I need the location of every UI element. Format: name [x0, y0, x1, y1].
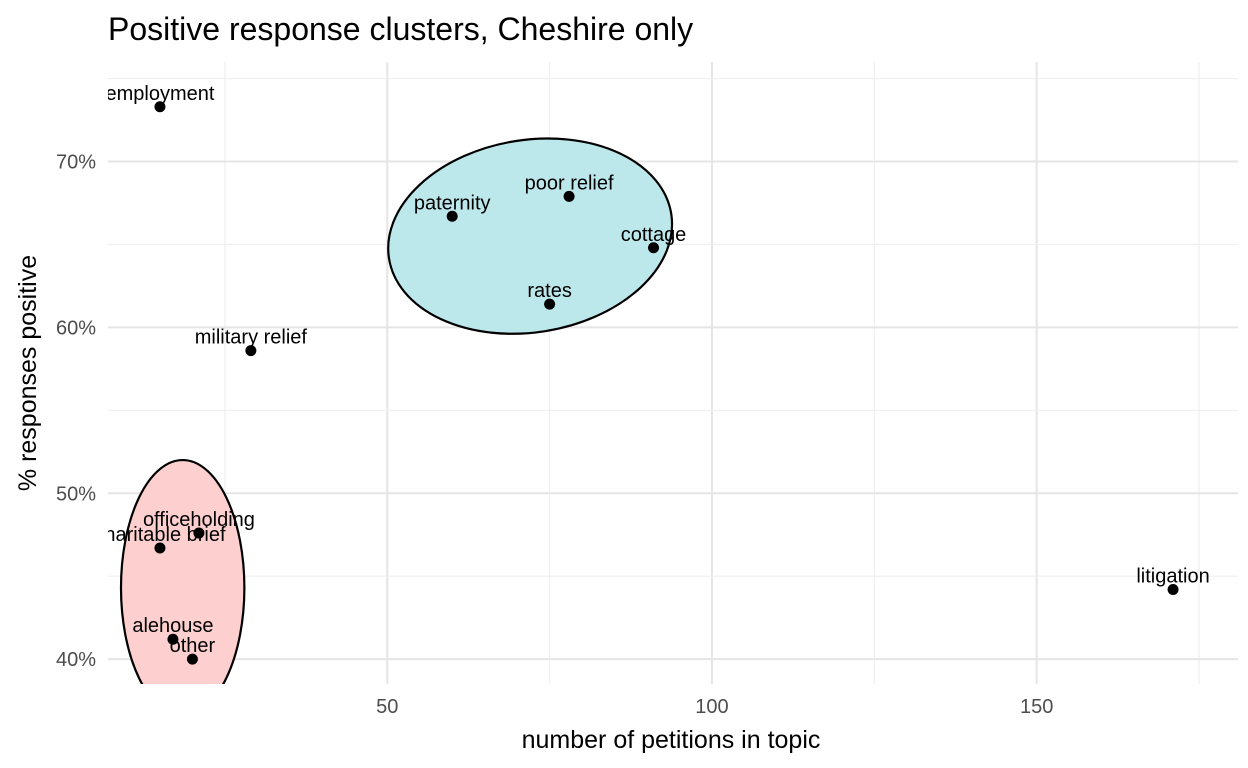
data-points [154, 101, 1179, 665]
point-label-military-relief: military relief [195, 327, 308, 349]
x-axis-ticks: 50 100 150 [376, 696, 1053, 718]
point-labels: employment military relief paternity poor r… [94, 83, 1210, 657]
x-axis-title: number of petitions in topic [522, 726, 821, 754]
cluster-ellipse-1 [387, 137, 674, 335]
data-point-rates [544, 298, 556, 310]
data-point-litigation [1167, 583, 1179, 595]
data-point-cottage [648, 242, 660, 254]
point-label-cottage: cottage [621, 224, 687, 246]
point-label-poor-relief: poor relief [525, 172, 614, 194]
cluster-ellipses [119, 137, 674, 684]
point-label-alehouse: alehouse [132, 615, 213, 637]
point-label-other: other [170, 635, 216, 657]
y-axis-title: % responses positive [14, 255, 42, 491]
y-tick-label: 70% [56, 152, 96, 174]
data-point-officeholding [193, 527, 205, 539]
chart-title: Positive response clusters, Cheshire onl… [108, 11, 693, 47]
data-point-poor-relief [563, 190, 575, 202]
y-tick-label: 60% [56, 317, 96, 339]
point-label-rates: rates [527, 280, 571, 302]
y-tick-label: 40% [56, 649, 96, 671]
data-point-employment [154, 101, 166, 113]
cluster-ellipse-2 [119, 459, 246, 684]
point-label-charitable-brief: charitable brief [94, 524, 226, 546]
point-label-officeholding: officeholding [143, 509, 255, 531]
data-point-military-relief [245, 345, 257, 357]
data-point-other [186, 653, 198, 665]
point-label-employment: employment [105, 83, 214, 105]
grid-lines [108, 62, 1238, 684]
x-tick-label: 100 [695, 696, 728, 718]
data-point-charitable-brief [154, 542, 166, 554]
y-tick-label: 50% [56, 483, 96, 505]
point-label-litigation: litigation [1136, 565, 1209, 587]
data-point-paternity [446, 210, 458, 222]
point-label-paternity: paternity [414, 192, 491, 214]
y-axis-ticks: 40% 50% 60% 70% [56, 152, 96, 672]
x-tick-label: 150 [1020, 696, 1053, 718]
x-tick-label: 50 [376, 696, 398, 718]
data-point-alehouse [167, 633, 179, 645]
